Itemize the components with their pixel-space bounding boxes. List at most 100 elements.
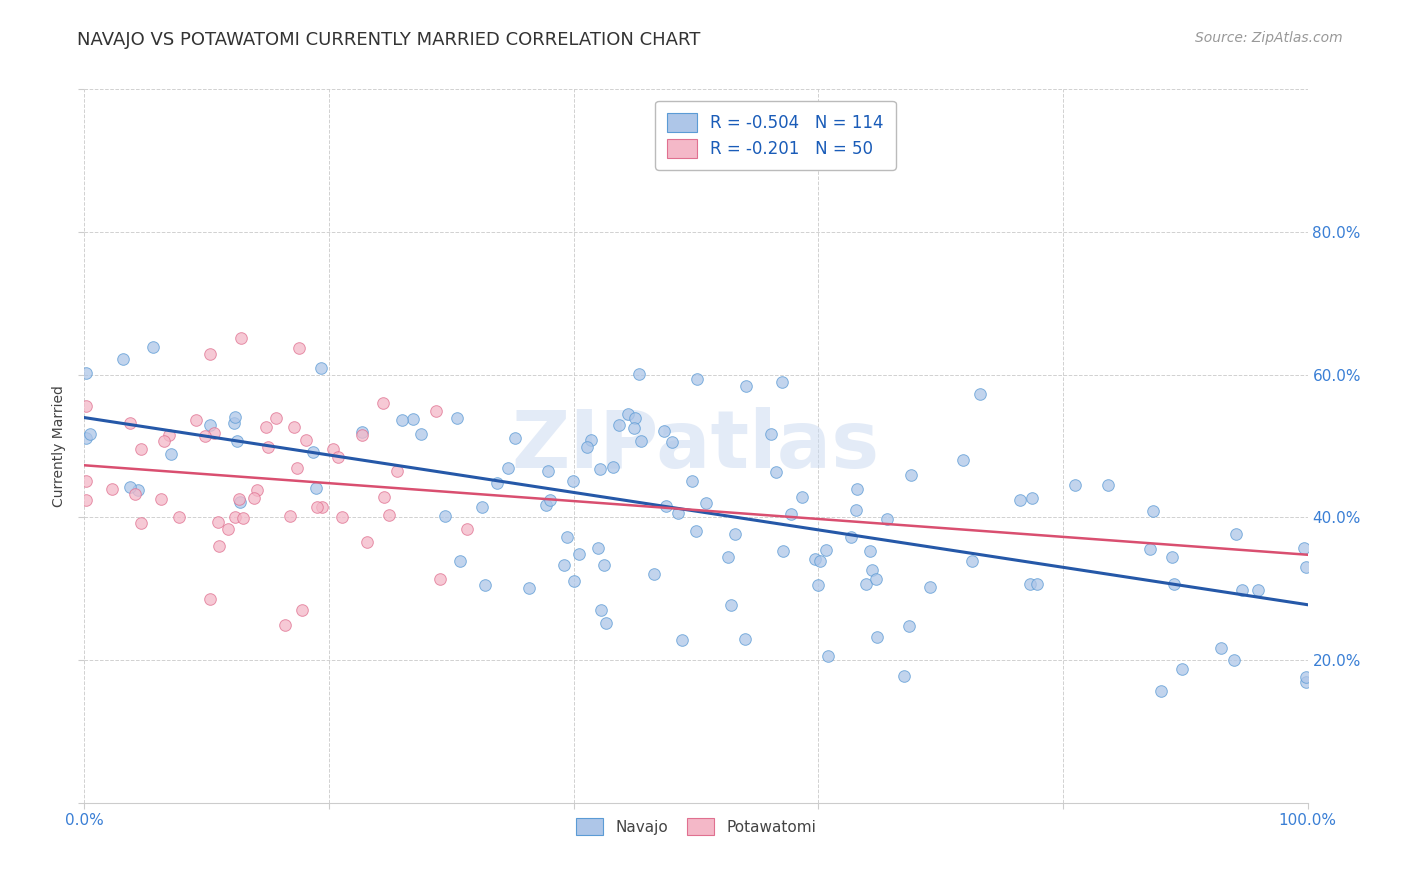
- Point: [817, 648, 839, 663]
- Point: [194, 429, 217, 443]
- Point: [311, 500, 333, 514]
- Point: [865, 572, 887, 586]
- Point: [291, 603, 314, 617]
- Point: [425, 404, 447, 418]
- Point: [652, 424, 675, 438]
- Point: [1139, 542, 1161, 557]
- Point: [295, 434, 318, 448]
- Point: [1295, 674, 1317, 689]
- Point: [562, 574, 585, 588]
- Point: [456, 522, 478, 536]
- Point: [534, 498, 557, 512]
- Point: [1222, 653, 1244, 667]
- Point: [124, 487, 146, 501]
- Point: [254, 419, 277, 434]
- Point: [373, 490, 395, 504]
- Point: [761, 427, 783, 442]
- Point: [1171, 661, 1194, 675]
- Point: [602, 459, 624, 474]
- Point: [568, 548, 591, 562]
- Point: [167, 510, 190, 524]
- Point: [1018, 577, 1040, 591]
- Point: [207, 515, 229, 529]
- Point: [474, 577, 496, 591]
- Point: [844, 503, 866, 517]
- Point: [224, 510, 246, 524]
- Point: [402, 412, 425, 426]
- Legend: Navajo, Potawatomi: Navajo, Potawatomi: [569, 812, 823, 841]
- Point: [517, 581, 540, 595]
- Point: [208, 539, 231, 553]
- Point: [770, 376, 793, 390]
- Point: [1247, 582, 1270, 597]
- Point: [228, 492, 250, 507]
- Point: [685, 372, 707, 386]
- Point: [305, 481, 328, 495]
- Point: [224, 409, 246, 424]
- Point: [685, 524, 707, 538]
- Text: NAVAJO VS POTAWATOMI CURRENTLY MARRIED CORRELATION CHART: NAVAJO VS POTAWATOMI CURRENTLY MARRIED C…: [77, 31, 700, 49]
- Text: ZIPatlas: ZIPatlas: [512, 407, 880, 485]
- Point: [283, 420, 305, 434]
- Point: [839, 530, 862, 544]
- Point: [385, 464, 408, 478]
- Point: [720, 598, 742, 612]
- Point: [232, 510, 254, 524]
- Point: [446, 411, 468, 425]
- Point: [804, 552, 827, 566]
- Point: [246, 483, 269, 497]
- Point: [623, 411, 645, 425]
- Point: [627, 367, 650, 381]
- Point: [131, 442, 153, 456]
- Point: [859, 544, 882, 558]
- Point: [243, 491, 266, 506]
- Point: [1295, 559, 1317, 574]
- Point: [302, 445, 325, 459]
- Point: [695, 496, 717, 510]
- Point: [962, 554, 984, 568]
- Point: [790, 491, 813, 505]
- Point: [307, 500, 329, 515]
- Point: [661, 435, 683, 450]
- Point: [617, 407, 640, 421]
- Point: [200, 418, 222, 433]
- Point: [129, 516, 152, 530]
- Point: [328, 450, 350, 464]
- Point: [309, 360, 332, 375]
- Point: [1209, 640, 1232, 655]
- Point: [538, 493, 561, 508]
- Point: [75, 431, 97, 445]
- Point: [378, 508, 401, 522]
- Point: [75, 474, 97, 488]
- Point: [157, 427, 180, 442]
- Point: [160, 447, 183, 461]
- Point: [969, 386, 991, 401]
- Point: [127, 483, 149, 498]
- Point: [153, 434, 176, 448]
- Point: [471, 500, 494, 514]
- Point: [855, 576, 877, 591]
- Point: [229, 331, 252, 345]
- Point: [1295, 670, 1317, 684]
- Point: [356, 535, 378, 549]
- Point: [1008, 493, 1031, 508]
- Point: [671, 632, 693, 647]
- Point: [586, 541, 609, 555]
- Point: [630, 434, 652, 448]
- Text: Source: ZipAtlas.com: Source: ZipAtlas.com: [1195, 31, 1343, 45]
- Point: [952, 453, 974, 467]
- Point: [350, 425, 373, 440]
- Point: [285, 460, 308, 475]
- Point: [1161, 549, 1184, 564]
- Point: [373, 396, 395, 410]
- Point: [101, 483, 124, 497]
- Point: [257, 440, 280, 454]
- Point: [655, 499, 678, 513]
- Point: [1021, 491, 1043, 506]
- Point: [576, 440, 599, 454]
- Point: [429, 572, 451, 586]
- Point: [1163, 576, 1185, 591]
- Point: [1064, 478, 1087, 492]
- Point: [579, 433, 602, 447]
- Point: [350, 428, 373, 442]
